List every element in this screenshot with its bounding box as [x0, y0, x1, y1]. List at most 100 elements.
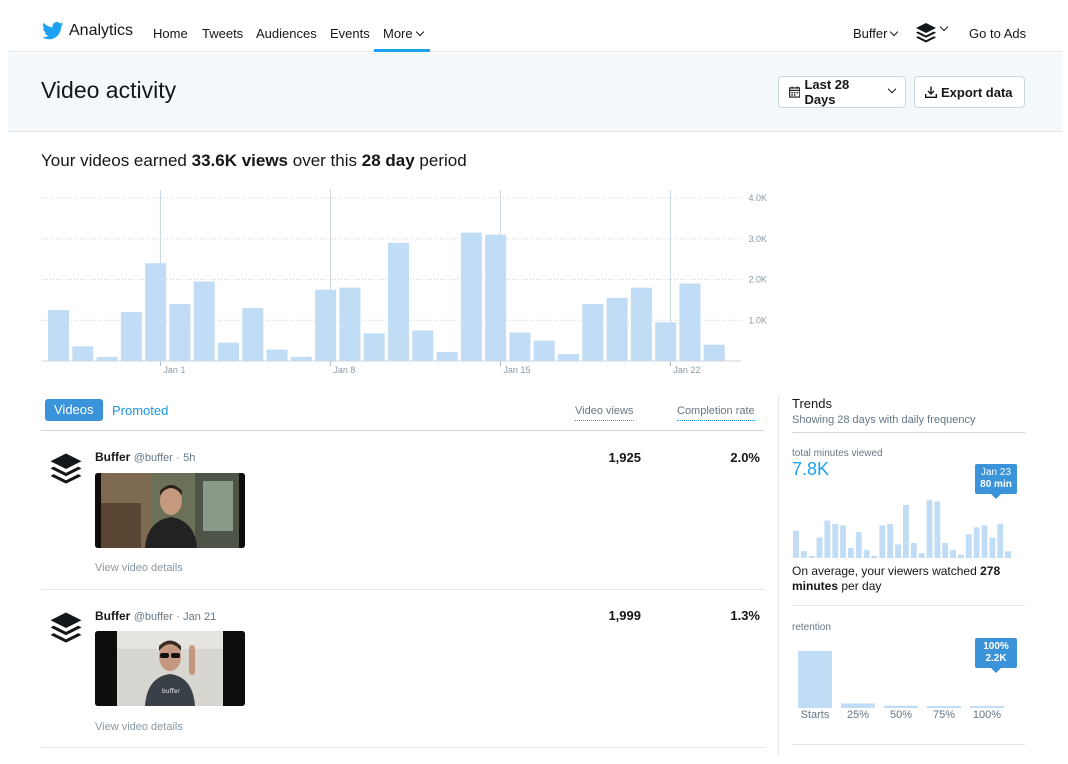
- views-bar[interactable]: [169, 303, 191, 361]
- views-bar[interactable]: [72, 346, 94, 361]
- view-video-details-link[interactable]: View video details: [95, 562, 183, 574]
- export-data-button[interactable]: Export data: [914, 76, 1025, 108]
- minutes-bar[interactable]: [871, 555, 878, 558]
- tab-promoted[interactable]: Promoted: [112, 403, 169, 418]
- date-range-button[interactable]: Last 28 Days: [778, 76, 906, 108]
- go-to-ads-link[interactable]: Go to Ads: [969, 26, 1027, 41]
- minutes-bar[interactable]: [832, 524, 839, 558]
- retention-bar[interactable]: [798, 651, 832, 708]
- views-bar[interactable]: [339, 287, 361, 361]
- views-bar[interactable]: [120, 312, 142, 361]
- account-switcher[interactable]: Buffer: [853, 26, 899, 41]
- minutes-bar[interactable]: [848, 547, 854, 558]
- retention-bar[interactable]: [884, 705, 918, 708]
- views-bar[interactable]: [485, 234, 507, 361]
- video-row[interactable]: Buffer @buffer · Jan 21 buffer View vide…: [41, 590, 764, 748]
- minutes-viewed-chart: [793, 500, 1011, 558]
- minutes-bar[interactable]: [973, 527, 980, 558]
- page-title: Video activity: [41, 77, 177, 103]
- minutes-bar[interactable]: [918, 553, 925, 558]
- views-bar[interactable]: [509, 332, 531, 361]
- minutes-bar[interactable]: [895, 544, 901, 558]
- minutes-bar[interactable]: [887, 524, 894, 558]
- minutes-bar[interactable]: [800, 551, 807, 558]
- views-bar[interactable]: [96, 356, 118, 361]
- page-header: Video activity Last 28 Days Export data: [8, 53, 1062, 132]
- brand[interactable]: Analytics: [42, 22, 133, 40]
- minutes-bar[interactable]: [910, 543, 917, 558]
- minutes-bar[interactable]: [824, 520, 831, 558]
- minutes-bar[interactable]: [816, 537, 823, 558]
- views-bar[interactable]: [290, 356, 312, 361]
- minutes-bar[interactable]: [840, 525, 846, 558]
- author-name[interactable]: Buffer: [95, 450, 131, 464]
- author-name[interactable]: Buffer: [95, 609, 131, 623]
- views-bar[interactable]: [655, 322, 677, 361]
- minutes-bar[interactable]: [808, 555, 815, 558]
- views-bar[interactable]: [193, 281, 215, 361]
- chevron-down-icon: [887, 84, 897, 94]
- retention-chart: [798, 651, 1004, 708]
- views-bar[interactable]: [48, 310, 69, 361]
- views-bar[interactable]: [630, 287, 652, 361]
- buffer-avatar-icon[interactable]: [49, 451, 83, 487]
- date-range-label: Last 28 Days: [804, 77, 850, 107]
- views-bar[interactable]: [266, 349, 288, 361]
- minutes-bar[interactable]: [958, 554, 964, 558]
- tab-videos[interactable]: Videos: [45, 399, 103, 421]
- video-views-column-header[interactable]: Video views: [575, 405, 634, 421]
- views-bar[interactable]: [533, 340, 555, 361]
- minutes-bar[interactable]: [934, 501, 941, 558]
- summary-views: 33.6K views: [191, 151, 289, 170]
- nav-audiences[interactable]: Audiences: [256, 26, 317, 41]
- minutes-bar[interactable]: [793, 530, 799, 558]
- minutes-bar[interactable]: [981, 525, 988, 558]
- views-bar[interactable]: [436, 352, 458, 361]
- view-video-details-link[interactable]: View video details: [95, 721, 183, 733]
- video-row[interactable]: Buffer @buffer · 5h View video details 1…: [41, 431, 764, 590]
- nav-home[interactable]: Home: [153, 26, 188, 41]
- views-bar[interactable]: [558, 354, 579, 361]
- views-bar[interactable]: [315, 289, 337, 361]
- minutes-bar[interactable]: [1005, 551, 1011, 558]
- minutes-bar[interactable]: [855, 532, 862, 558]
- nav-more[interactable]: More: [383, 26, 424, 41]
- views-bar[interactable]: [363, 333, 385, 361]
- minutes-bar[interactable]: [965, 534, 972, 558]
- retention-bar[interactable]: [927, 706, 961, 708]
- minutes-bar[interactable]: [989, 537, 996, 558]
- views-bar[interactable]: [582, 303, 604, 361]
- account-avatar-menu[interactable]: [915, 22, 949, 44]
- nav-events[interactable]: Events: [330, 26, 370, 41]
- retention-label-25: 25%: [846, 709, 870, 721]
- summary-period: 28 day: [361, 151, 415, 170]
- minutes-bar[interactable]: [950, 549, 956, 558]
- tweet-time[interactable]: Jan 21: [183, 611, 217, 623]
- views-bar[interactable]: [412, 330, 434, 361]
- nav-tweets[interactable]: Tweets: [202, 26, 244, 41]
- minutes-bar[interactable]: [942, 543, 949, 558]
- list-divider: [41, 430, 764, 431]
- views-bar[interactable]: [460, 232, 482, 361]
- views-bar[interactable]: [679, 283, 701, 361]
- minutes-bar[interactable]: [997, 524, 1004, 558]
- views-bar[interactable]: [242, 308, 264, 361]
- minutes-bar[interactable]: [879, 525, 886, 558]
- video-thumbnail[interactable]: buffer: [95, 631, 245, 706]
- trends-subtitle: Showing 28 days with daily frequency: [792, 414, 976, 426]
- views-bar[interactable]: [145, 263, 167, 361]
- tweet-time[interactable]: 5h: [183, 452, 196, 464]
- views-bar[interactable]: [388, 242, 409, 361]
- completion-rate-column-header[interactable]: Completion rate: [677, 405, 755, 421]
- views-bar[interactable]: [703, 344, 725, 361]
- minutes-bar[interactable]: [863, 549, 870, 558]
- author-handle: @buffer: [133, 611, 173, 623]
- video-thumbnail[interactable]: [95, 473, 245, 548]
- views-bar[interactable]: [606, 297, 628, 361]
- buffer-avatar-icon[interactable]: [49, 610, 83, 646]
- minutes-bar[interactable]: [926, 500, 933, 558]
- views-bar[interactable]: [218, 342, 239, 361]
- retention-bar[interactable]: [841, 703, 875, 708]
- retention-bar[interactable]: [970, 706, 1004, 708]
- minutes-bar[interactable]: [903, 504, 909, 558]
